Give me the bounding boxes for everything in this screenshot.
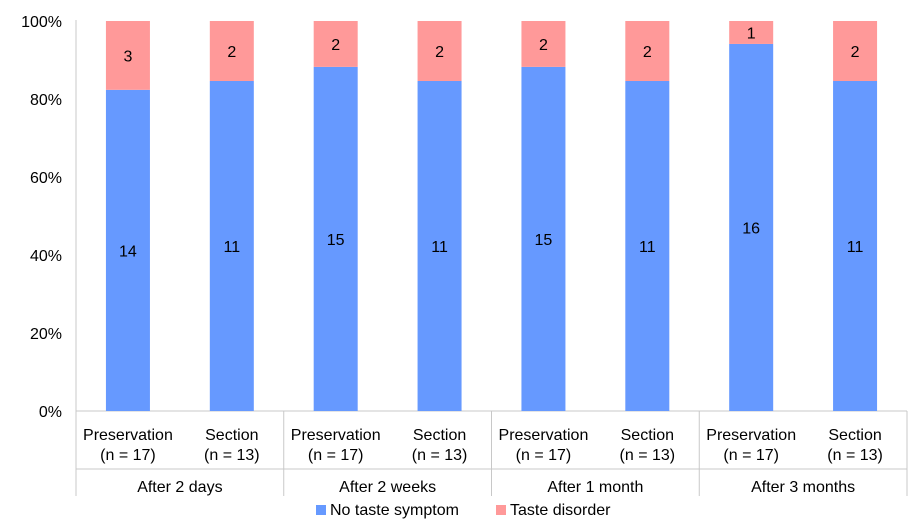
data-label: 2 — [435, 44, 444, 61]
group-label: After 2 weeks — [339, 479, 436, 496]
data-label: 3 — [123, 48, 132, 65]
data-label: 11 — [847, 239, 864, 256]
x-category-sublabel: (n = 13) — [827, 447, 883, 464]
group-label: After 3 months — [751, 479, 855, 496]
bar-segment-taste-disorder — [313, 21, 358, 67]
legend-swatch — [316, 505, 326, 515]
data-label: 15 — [535, 232, 553, 249]
bar-segment-no-taste-symptom — [417, 81, 462, 411]
x-category-label: Preservation — [499, 427, 589, 444]
x-category-label: Section — [828, 427, 881, 444]
x-category-sublabel: (n = 17) — [100, 447, 156, 464]
data-label: 2 — [227, 44, 236, 61]
y-tick-label: 80% — [30, 92, 62, 109]
data-label: 15 — [327, 232, 345, 249]
bar-segment-taste-disorder — [105, 21, 150, 90]
data-label: 2 — [331, 37, 340, 54]
bar-segment-taste-disorder — [209, 21, 254, 81]
x-category-sublabel: (n = 17) — [308, 447, 364, 464]
bar-segment-taste-disorder — [417, 21, 462, 81]
group-label: After 2 days — [137, 479, 222, 496]
x-category-sublabel: (n = 13) — [204, 447, 260, 464]
bar-segment-no-taste-symptom — [729, 43, 774, 412]
data-label: 11 — [431, 239, 448, 256]
bar-segment-taste-disorder — [625, 21, 670, 81]
y-tick-label: 100% — [21, 14, 62, 31]
data-label: 14 — [119, 243, 137, 260]
y-tick-label: 0% — [39, 404, 62, 421]
data-label: 2 — [851, 44, 860, 61]
bar-segment-no-taste-symptom — [313, 66, 358, 411]
bar-segment-taste-disorder — [521, 21, 566, 67]
data-label: 16 — [742, 220, 760, 237]
data-label: 11 — [224, 239, 241, 256]
data-label: 1 — [747, 25, 756, 42]
x-category-label: Preservation — [291, 427, 381, 444]
bar-segment-no-taste-symptom — [209, 81, 254, 411]
x-category-sublabel: (n = 17) — [516, 447, 572, 464]
x-category-sublabel: (n = 17) — [723, 447, 779, 464]
y-tick-label: 20% — [30, 326, 62, 343]
y-tick-label: 60% — [30, 170, 62, 187]
bar-segment-taste-disorder — [729, 21, 774, 44]
legend-swatch — [496, 505, 506, 515]
legend-label: Taste disorder — [510, 502, 611, 519]
x-category-label: Section — [413, 427, 466, 444]
bar-segment-no-taste-symptom — [105, 89, 150, 411]
x-category-sublabel: (n = 13) — [412, 447, 468, 464]
x-category-label: Preservation — [706, 427, 796, 444]
data-label: 11 — [639, 239, 656, 256]
data-label: 2 — [643, 44, 652, 61]
bar-segment-no-taste-symptom — [833, 81, 878, 411]
y-tick-label: 40% — [30, 248, 62, 265]
x-category-label: Section — [205, 427, 258, 444]
bar-segment-taste-disorder — [833, 21, 878, 81]
bar-segment-no-taste-symptom — [521, 66, 566, 411]
x-category-sublabel: (n = 13) — [620, 447, 676, 464]
data-label: 2 — [539, 37, 548, 54]
legend-label: No taste symptom — [330, 502, 459, 519]
x-category-label: Preservation — [83, 427, 173, 444]
bar-segment-no-taste-symptom — [625, 81, 670, 411]
group-label: After 1 month — [547, 479, 643, 496]
x-category-label: Section — [621, 427, 674, 444]
